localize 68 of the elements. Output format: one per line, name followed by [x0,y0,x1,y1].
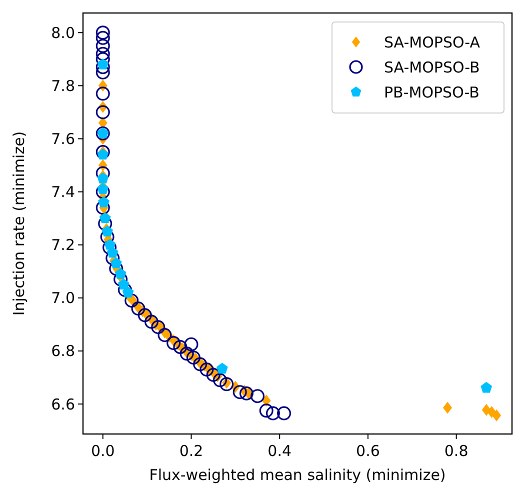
point [180,346,194,361]
point [186,350,200,365]
point [151,320,166,334]
point [97,148,109,160]
point [122,286,134,298]
y-tick-label: 7.0 [51,289,75,308]
point [492,409,502,422]
point [480,382,492,393]
point [96,65,110,80]
point [118,278,130,290]
x-tick-label: 0.4 [268,442,292,460]
point [193,357,208,372]
point [259,404,274,418]
point [96,145,110,160]
y-tick-label: 7.8 [51,76,75,95]
point [266,406,280,420]
point [96,60,110,74]
x-tick-label: 0.2 [179,442,204,460]
point [232,385,247,400]
point [200,362,214,377]
point [106,246,118,258]
point [96,200,110,215]
point [96,46,110,61]
point [166,336,181,350]
y-axis-title: Injection rate (minimize) [10,131,28,316]
point [216,362,228,374]
point [97,172,109,184]
point [98,196,110,208]
point [96,184,110,199]
point [97,183,109,194]
point [97,58,109,70]
point [96,38,110,53]
point [173,340,188,354]
point [96,30,110,45]
x-tick-label: 0.6 [356,442,380,460]
point [212,373,227,388]
point [277,406,292,420]
legend-label: SA-MOPSO-A [384,33,481,52]
point [96,105,110,120]
point [99,212,111,224]
point [96,166,110,180]
point [110,257,122,268]
point [250,389,265,404]
point [144,314,158,329]
y-tick-label: 7.6 [51,130,75,148]
point [239,386,254,400]
point [138,308,152,322]
y-tick-label: 8.0 [51,24,75,42]
point [442,402,452,414]
point [96,26,110,40]
x-tick-label: 0.8 [444,442,468,460]
point [96,86,110,101]
point [184,337,198,352]
point [158,328,172,342]
legend-label: SA-MOPSO-B [384,58,480,76]
point [206,368,220,382]
x-axis-title: Flux-weighted mean salinity (minimize) [149,466,446,484]
point [114,268,126,279]
y-tick-label: 7.2 [51,236,75,254]
x-tick-label: 0.0 [90,442,115,460]
y-tick-label: 6.6 [51,395,75,414]
y-tick-label: 7.4 [51,183,75,202]
point [124,294,139,308]
point [220,377,234,392]
y-tick-label: 6.8 [51,342,75,360]
point [102,226,114,236]
point [131,302,146,316]
legend-label: PB-MOPSO-B [384,83,480,102]
